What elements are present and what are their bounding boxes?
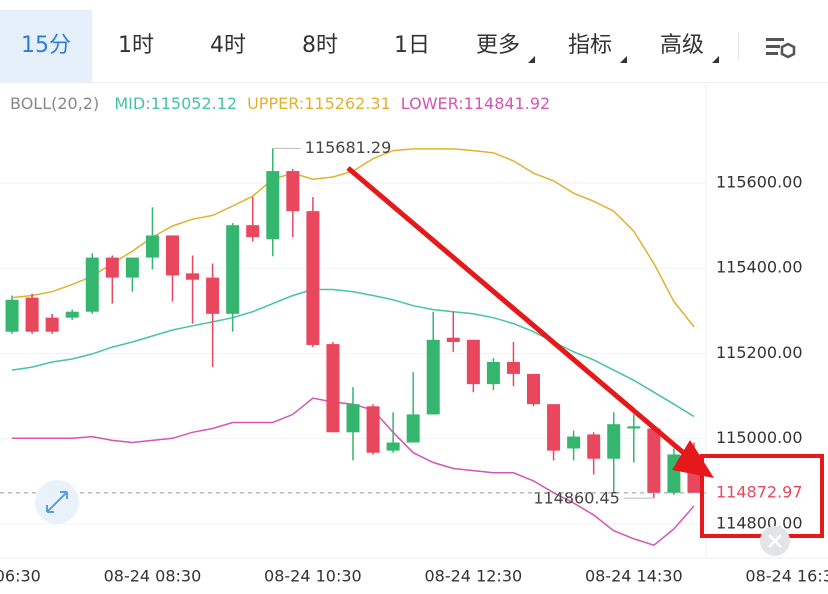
dropdown-caret <box>712 56 719 63</box>
annotation-arrow <box>346 166 694 462</box>
candle-body <box>627 426 641 429</box>
candle-body <box>226 225 240 314</box>
candle-body <box>366 406 380 453</box>
reset-icon <box>768 534 782 548</box>
x-tick-label: 08-24 12:30 <box>424 567 522 586</box>
indicator-legend: BOLL(20,2) MID:115052.12 UPPER:115262.31 L… <box>10 94 560 113</box>
candle-body <box>506 361 520 374</box>
tab[interactable]: 1日 <box>394 33 430 58</box>
candle-body <box>587 434 601 459</box>
candle-body <box>346 404 360 433</box>
indicator-name: BOLL(20,2) <box>10 94 100 113</box>
candle-body <box>45 317 59 332</box>
x-tick-label: 08-24 16:30 <box>745 567 828 586</box>
candle-body <box>527 373 541 405</box>
candle-body <box>186 273 200 280</box>
candle-body <box>65 311 79 318</box>
low-label: 114860.45 <box>533 489 620 508</box>
tab[interactable]: 高级 <box>659 33 704 58</box>
candle-body <box>486 361 500 385</box>
y-tick-label: 115400.00 <box>716 258 803 277</box>
dropdown-caret <box>620 56 627 63</box>
candle-body <box>286 171 300 212</box>
candle-body <box>607 424 621 459</box>
tab[interactable]: 4时 <box>210 33 246 58</box>
tab[interactable]: 15分 <box>0 10 92 82</box>
legend-name: LOWER: <box>400 94 464 113</box>
candle-body <box>647 428 661 493</box>
candle-body <box>266 171 280 240</box>
x-tick-label: 08-24 14:30 <box>585 567 683 586</box>
candle-body <box>105 257 119 278</box>
tab[interactable]: 指标 <box>567 33 612 58</box>
candle-body <box>326 344 340 433</box>
candle-body <box>406 414 420 443</box>
candle-body <box>85 257 99 312</box>
candle-body <box>567 436 581 449</box>
candle-body <box>125 257 139 278</box>
legend-value: 115052.12 <box>150 94 238 113</box>
candle-body <box>246 225 260 238</box>
y-tick-label: 114800.00 <box>716 513 803 532</box>
tab[interactable]: 更多 <box>475 33 520 58</box>
candle-body <box>426 339 440 415</box>
candle-body <box>446 337 460 342</box>
settings-icon[interactable] <box>764 34 798 60</box>
x-tick-label: 08-24 10:30 <box>264 567 362 586</box>
candle-body <box>5 299 19 332</box>
legend-name: UPPER: <box>247 94 305 113</box>
candle-body <box>306 211 320 345</box>
y-tick-label: 115000.00 <box>716 428 803 447</box>
legend-value: 115262.31 <box>304 94 391 113</box>
boll-line <box>11 288 695 418</box>
candle-body <box>386 442 400 451</box>
price-label: 114872.97 <box>716 482 803 501</box>
tab[interactable]: 8时 <box>302 33 338 58</box>
legend-name: MID: <box>114 94 151 113</box>
candle-body <box>145 235 159 258</box>
candle-body <box>165 235 179 276</box>
boll-line <box>11 148 695 328</box>
candle-body <box>25 297 39 332</box>
high-label: 115681.29 <box>305 138 392 157</box>
y-tick-label: 115200.00 <box>716 343 803 362</box>
candle-body <box>466 339 480 385</box>
x-tick-label: 08-24 08:30 <box>104 567 202 586</box>
candle-body <box>206 277 220 314</box>
x-tick-label: 08-24 06:30 <box>0 567 41 586</box>
divider <box>738 32 739 60</box>
y-tick-label: 115600.00 <box>716 173 803 192</box>
candle-body <box>547 404 561 451</box>
tab[interactable]: 1时 <box>118 33 154 58</box>
expand-icon <box>46 491 68 513</box>
timeframe-tabs: 15分 1时 4时 8时 1日 更多 指标 高级 <box>0 10 828 83</box>
legend-value: 114841.92 <box>463 94 551 113</box>
dropdown-caret <box>528 56 535 63</box>
